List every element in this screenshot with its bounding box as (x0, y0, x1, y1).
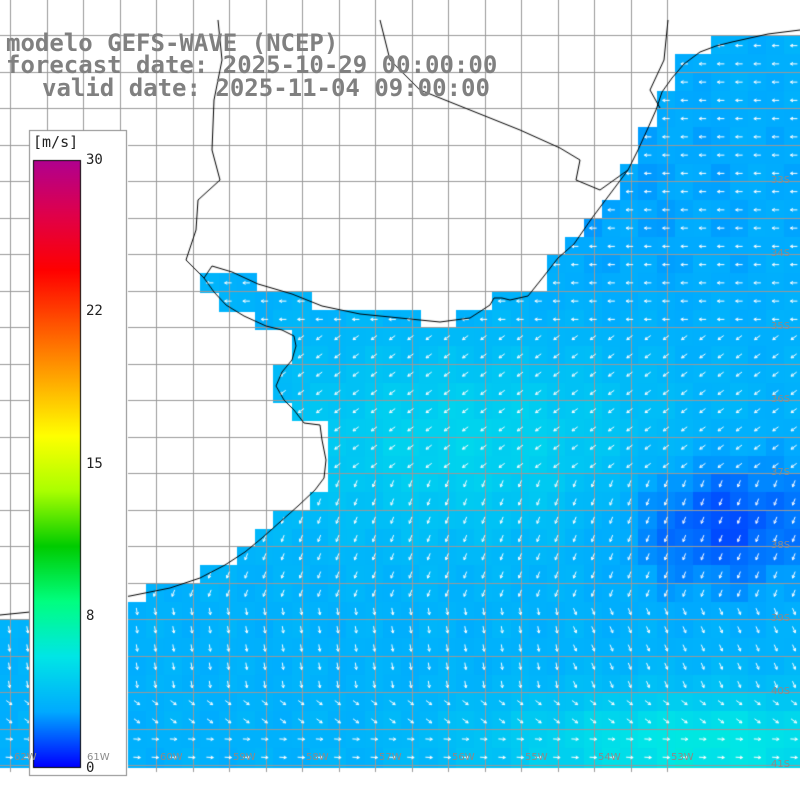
lon-label: 62W (14, 752, 37, 763)
lon-label: 54W (598, 752, 621, 763)
colorbar-tick-8: 8 (86, 608, 95, 624)
lon-label: 57W (379, 752, 402, 763)
lon-label: 61W (87, 752, 110, 763)
colorbar-tick-30: 30 (86, 152, 103, 168)
lon-label: 53W (671, 752, 694, 763)
colorbar-tick-0: 0 (86, 760, 95, 776)
valid-date: valid date: 2025-11-04 09:00:00 (42, 74, 490, 102)
lat-label: 37S (771, 467, 791, 478)
lon-label: 55W (525, 752, 548, 763)
colorbar-tick-15: 15 (86, 456, 103, 472)
lon-label: 58W (306, 752, 329, 763)
colorbar-unit: [m/s] (33, 133, 79, 151)
colorbar-tick-22: 22 (86, 303, 103, 319)
lat-label: 39S (771, 613, 791, 624)
lat-label: 36S (771, 394, 791, 405)
lat-label: 33S (771, 175, 791, 186)
forecast-date: forecast date: 2025-10-29 00:00:00 (6, 51, 498, 79)
model-title: modelo GEFS-WAVE (NCEP) (6, 29, 339, 57)
lon-label: 60W (160, 752, 183, 763)
lat-label: 34S (771, 248, 791, 259)
lat-label: 35S (771, 321, 791, 332)
lon-label: 59W (233, 752, 256, 763)
lat-label: 38S (771, 540, 791, 551)
lat-label: 40S (771, 686, 791, 697)
lat-label: 41S (771, 759, 791, 770)
lon-label: 56W (452, 752, 475, 763)
